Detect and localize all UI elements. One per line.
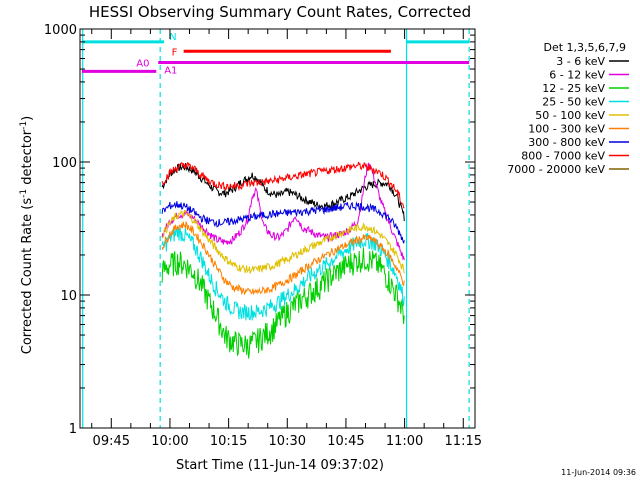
legend-label: 25 - 50 keV [542, 96, 605, 109]
x-tick-label: 10:00 [151, 434, 188, 449]
series-line [161, 247, 405, 359]
y-tick-label: 1 [69, 422, 77, 437]
y-axis-label-part: Corrected Count Rate (s [20, 198, 35, 355]
series-line [161, 221, 405, 296]
legend-title: Det 1,3,5,6,7,9 [543, 41, 626, 54]
plot-frame [79, 28, 476, 429]
x-tick-label: 09:45 [93, 434, 130, 449]
x-tick-label: 10:30 [269, 434, 306, 449]
x-tick-label: 11:15 [445, 434, 482, 449]
x-axis-label: Start Time (11-Jun-14 09:37:02) [176, 458, 384, 473]
series-line [162, 209, 405, 274]
y-tick-label: 100 [52, 156, 77, 171]
y-tick-label: 10 [60, 289, 77, 304]
band-label: N [169, 32, 176, 43]
band-label: F [172, 47, 178, 58]
legend-label: 6 - 12 keV [549, 69, 605, 82]
band-label: A1 [164, 65, 177, 76]
legend-label: 100 - 300 keV [528, 123, 605, 136]
series-line [161, 162, 405, 261]
time-marker-layer [82, 29, 470, 428]
series-line [161, 226, 405, 321]
series-line [161, 201, 405, 244]
band-label: A0 [136, 58, 149, 69]
series-layer [161, 161, 405, 359]
x-tick-label: 10:15 [210, 434, 247, 449]
attenuator-band-layer: NF A0 A1 [81, 32, 470, 76]
y-axis-label: Corrected Count Rate (s-1 detector-1) [19, 116, 35, 354]
y-tick-label: 1000 [44, 23, 77, 38]
x-tick-label: 11:00 [386, 434, 423, 449]
x-tick-label: 10:45 [327, 434, 364, 449]
y-axis-label-part: detector [20, 129, 35, 189]
legend-label: 7000 - 20000 keV [507, 163, 605, 176]
y-axis-label-sup: -1 [19, 189, 29, 198]
legend-label: 300 - 800 keV [528, 136, 605, 149]
y-axis-label-part: ) [20, 116, 35, 121]
timestamp: 11-Jun-2014 09:36 [561, 468, 636, 477]
legend-label: 50 - 100 keV [535, 109, 605, 122]
legend-label: 800 - 7000 keV [521, 150, 605, 163]
legend-label: 12 - 25 keV [542, 82, 605, 95]
y-axis-label-sup: -1 [19, 121, 29, 130]
series-line [161, 161, 405, 209]
axes-layer: 1 10 100 1000 09:45 10:00 10:15 10:30 10:45 11:00… [44, 23, 482, 449]
chart-title: HESSI Observing Summary Count Rates, Cor… [89, 3, 471, 21]
legend-label: 3 - 6 keV [556, 55, 605, 68]
